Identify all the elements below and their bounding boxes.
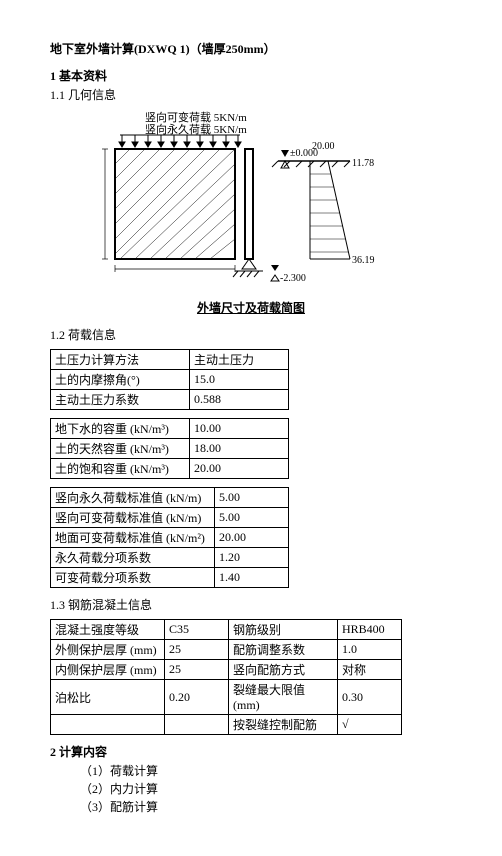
table-row: 竖向可变荷载标准值 (kN/m)5.00 xyxy=(51,508,289,528)
cell: 15.0 xyxy=(190,370,289,390)
cell: 主动土压力系数 xyxy=(51,390,190,410)
load-arrows xyxy=(119,135,241,147)
sec2-num: 2 xyxy=(50,745,56,759)
cell xyxy=(165,715,229,735)
cell: 25 xyxy=(165,660,229,680)
sec2-label: 计算内容 xyxy=(59,745,107,759)
table-row: 地面可变荷载标准值 (kN/m²)20.00 xyxy=(51,528,289,548)
cell: 25 xyxy=(165,640,229,660)
hatch xyxy=(115,149,235,259)
cell: 20.00 xyxy=(190,459,289,479)
cell xyxy=(51,715,165,735)
cell: 竖向配筋方式 xyxy=(229,660,338,680)
table-row: 地下水的容重 (kN/m³)10.00 xyxy=(51,419,289,439)
wall-rect xyxy=(115,149,235,259)
cell: 主动土压力 xyxy=(190,350,289,370)
diag-label-top2: 竖向永久荷载 5KN/m xyxy=(145,122,247,136)
cell: 0.30 xyxy=(338,680,402,715)
svg-text:11.78: 11.78 xyxy=(352,158,374,169)
cell: 1.0 xyxy=(338,640,402,660)
table-row: 混凝土强度等级C35钢筋级别HRB400 xyxy=(51,620,402,640)
table-earth-pressure: 土压力计算方法主动土压力 土的内摩擦角(°)15.0 主动土压力系数0.588 xyxy=(50,349,289,410)
cell: 土的天然容重 (kN/m³) xyxy=(51,439,190,459)
section-1-2: 1.2 荷载信息 xyxy=(50,326,452,343)
table-row: 外侧保护层厚 (mm)25配筋调整系数1.0 xyxy=(51,640,402,660)
bottom-support: -2.300 xyxy=(233,259,306,284)
cell: 对称 xyxy=(338,660,402,680)
cell: 外侧保护层厚 (mm) xyxy=(51,640,165,660)
cell: 可变荷载分项系数 xyxy=(51,568,215,588)
cell: 泊松比 xyxy=(51,680,165,715)
section-1-3: 1.3 钢筋混凝土信息 xyxy=(50,596,452,613)
diag-label-top1: 竖向可变荷载 5KN/m xyxy=(145,110,247,124)
list-item: （2）内力计算 xyxy=(80,780,452,797)
cell: 1.40 xyxy=(215,568,289,588)
cell: √ xyxy=(338,715,402,735)
table-row: 土的饱和容重 (kN/m³)20.00 xyxy=(51,459,289,479)
sec1-num: 1 xyxy=(50,69,56,83)
table-row: 按裂缝控制配筋√ xyxy=(51,715,402,735)
table-unit-weight: 地下水的容重 (kN/m³)10.00 土的天然容重 (kN/m³)18.00 … xyxy=(50,418,289,479)
svg-text:20.00: 20.00 xyxy=(312,141,335,152)
table-concrete-rebar: 混凝土强度等级C35钢筋级别HRB400 外侧保护层厚 (mm)25配筋调整系数… xyxy=(50,619,402,735)
cell: 内侧保护层厚 (mm) xyxy=(51,660,165,680)
geometry-diagram: 竖向可变荷载 5KN/m 竖向永久荷载 5KN/m xyxy=(50,109,452,289)
cell: 竖向永久荷载标准值 (kN/m) xyxy=(51,488,215,508)
section-1-1: 1.1 几何信息 xyxy=(50,86,452,103)
table-row: 土的天然容重 (kN/m³)18.00 xyxy=(51,439,289,459)
cell: C35 xyxy=(165,620,229,640)
diagram-caption: 外墙尺寸及荷载简图 xyxy=(50,299,452,316)
cell: 10.00 xyxy=(190,419,289,439)
cell: 5.00 xyxy=(215,488,289,508)
svg-text:36.19: 36.19 xyxy=(352,255,375,266)
cell: 裂缝最大限值 (mm) xyxy=(229,680,338,715)
cell: 0.20 xyxy=(165,680,229,715)
table-row: 土压力计算方法主动土压力 xyxy=(51,350,289,370)
table-row: 内侧保护层厚 (mm)25竖向配筋方式对称 xyxy=(51,660,402,680)
cell: 土的饱和容重 (kN/m³) xyxy=(51,459,190,479)
table-loads: 竖向永久荷载标准值 (kN/m)5.00 竖向可变荷载标准值 (kN/m)5.0… xyxy=(50,487,289,588)
calc-list: （1）荷载计算 （2）内力计算 （3）配筋计算 xyxy=(80,762,452,815)
section-2: 2 计算内容 xyxy=(50,743,452,760)
cell: 土压力计算方法 xyxy=(51,350,190,370)
cell: 按裂缝控制配筋 xyxy=(229,715,338,735)
table-row: 可变荷载分项系数1.40 xyxy=(51,568,289,588)
cell: 土的内摩擦角(°) xyxy=(51,370,190,390)
cell: HRB400 xyxy=(338,620,402,640)
table-row: 土的内摩擦角(°)15.0 xyxy=(51,370,289,390)
cell: 永久荷载分项系数 xyxy=(51,548,215,568)
cell: 钢筋级别 xyxy=(229,620,338,640)
section-1: 1 基本资料 xyxy=(50,67,452,84)
cell: 18.00 xyxy=(190,439,289,459)
pressure-diagram: ±0.000 20.00 11.78 36.19 xyxy=(272,141,375,266)
cell: 20.00 xyxy=(215,528,289,548)
cell: 配筋调整系数 xyxy=(229,640,338,660)
cell: 竖向可变荷载标准值 (kN/m) xyxy=(51,508,215,528)
cell: 5.00 xyxy=(215,508,289,528)
slab-rect xyxy=(245,149,253,259)
table-row: 主动土压力系数0.588 xyxy=(51,390,289,410)
svg-text:-2.300: -2.300 xyxy=(280,273,306,284)
dim-markers xyxy=(102,149,235,272)
cell: 0.588 xyxy=(190,390,289,410)
table-row: 竖向永久荷载标准值 (kN/m)5.00 xyxy=(51,488,289,508)
cell: 地面可变荷载标准值 (kN/m²) xyxy=(51,528,215,548)
cell: 混凝土强度等级 xyxy=(51,620,165,640)
table-row: 泊松比0.20裂缝最大限值 (mm)0.30 xyxy=(51,680,402,715)
cell: 1.20 xyxy=(215,548,289,568)
sec1-label: 基本资料 xyxy=(59,69,107,83)
page-title: 地下室外墙计算(DXWQ 1)（墙厚250mm） xyxy=(50,40,452,57)
list-item: （3）配筋计算 xyxy=(80,798,452,815)
cell: 地下水的容重 (kN/m³) xyxy=(51,419,190,439)
list-item: （1）荷载计算 xyxy=(80,762,452,779)
table-row: 永久荷载分项系数1.20 xyxy=(51,548,289,568)
